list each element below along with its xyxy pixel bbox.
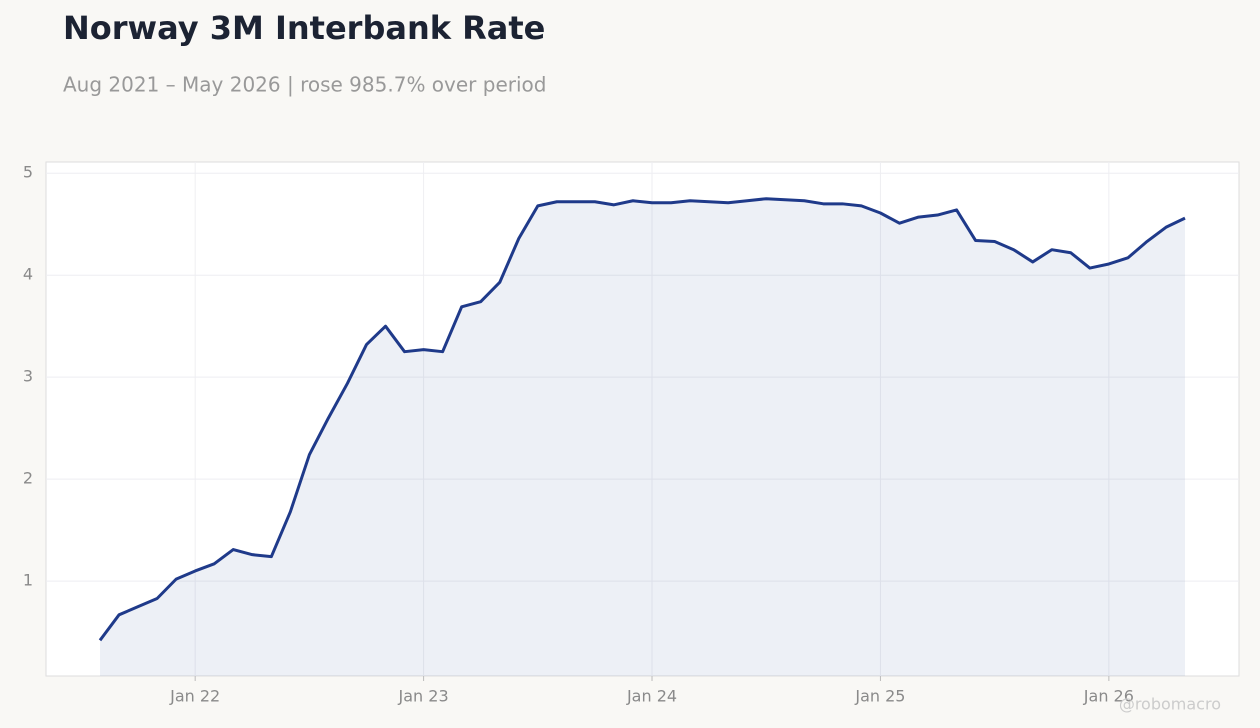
y-tick-label: 3	[23, 367, 33, 386]
watermark: @robomacro	[1119, 695, 1221, 714]
y-tick-label: 5	[23, 163, 33, 182]
line	[98, 197, 1186, 642]
x-tick-label: Jan 23	[398, 687, 449, 706]
y-tick-label: 1	[23, 571, 33, 590]
chart-subtitle: Aug 2021 – May 2026 | rose 985.7% over p…	[63, 73, 546, 97]
x-tick-label: Jan 24	[626, 687, 677, 706]
x-tick-label: Jan 22	[169, 687, 220, 706]
chart-title: Norway 3M Interbank Rate	[63, 9, 545, 47]
plot-area	[45, 161, 1240, 677]
x-tick-label: Jan 25	[854, 687, 905, 706]
area	[100, 198, 1185, 676]
y-tick-label: 4	[23, 265, 33, 284]
y-tick-label: 2	[23, 469, 33, 488]
x-tick-label: Jan 26	[1083, 687, 1134, 706]
